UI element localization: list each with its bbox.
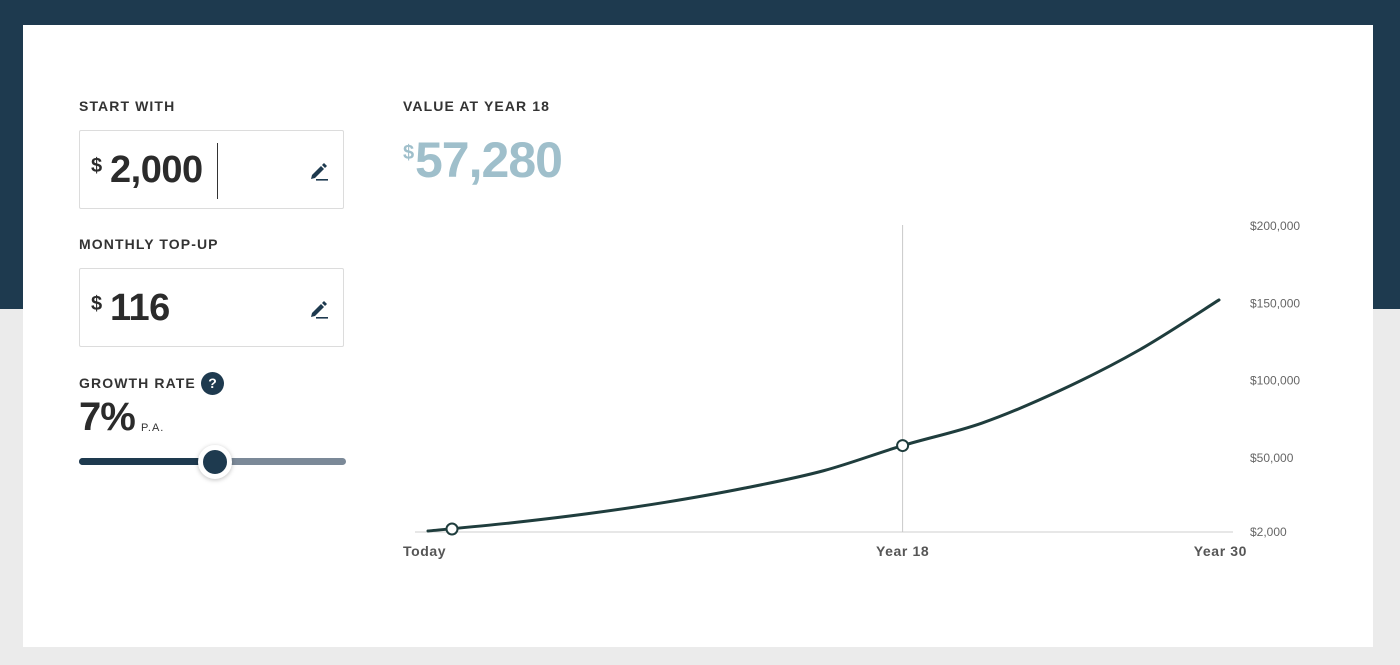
growth-rate-value: 7% — [79, 395, 136, 439]
start-with-input[interactable] — [110, 145, 300, 195]
x-tick-label: Year 30 — [1194, 543, 1247, 559]
currency-symbol: $ — [91, 155, 103, 177]
y-tick-label: $2,000 — [1250, 525, 1287, 539]
start-with-field[interactable]: $ — [79, 130, 344, 209]
start-with-label: START WITH — [79, 98, 176, 114]
monthly-topup-input[interactable] — [110, 283, 300, 333]
y-tick-label: $100,000 — [1250, 374, 1300, 388]
currency-symbol: $ — [91, 293, 103, 315]
result-label: VALUE AT YEAR 18 — [403, 98, 550, 114]
monthly-topup-field[interactable]: $ — [79, 268, 344, 347]
result-currency: $ — [403, 142, 415, 164]
slider-fill — [79, 458, 210, 465]
monthly-topup-label: MONTHLY TOP-UP — [79, 236, 219, 252]
y-tick-label: $150,000 — [1250, 296, 1300, 310]
data-point — [896, 439, 910, 453]
text-caret — [217, 143, 218, 199]
series-line — [426, 298, 1221, 533]
y-tick-label: $200,000 — [1250, 219, 1300, 233]
calculator-card: START WITH $ MONTHLY TOP-UP $ GROWTH RAT… — [23, 25, 1373, 647]
growth-rate-unit: P.A. — [141, 422, 165, 434]
y-tick-label: $50,000 — [1250, 451, 1294, 465]
pencil-icon[interactable] — [308, 299, 330, 319]
growth-rate-slider[interactable] — [79, 445, 346, 479]
x-tick-label: Year 18 — [876, 543, 929, 559]
result-value: 57,280 — [415, 132, 563, 188]
slider-thumb[interactable] — [197, 445, 232, 479]
data-point — [445, 522, 459, 536]
growth-rate-label: GROWTH RATE — [79, 375, 196, 391]
x-tick-label: Today — [403, 543, 446, 559]
pencil-icon[interactable] — [308, 161, 330, 181]
question-icon[interactable]: ? — [201, 372, 224, 395]
growth-chart: $2,000 $50,000 $100,000 $150,000 $200,000 Tod… — [403, 219, 1300, 559]
